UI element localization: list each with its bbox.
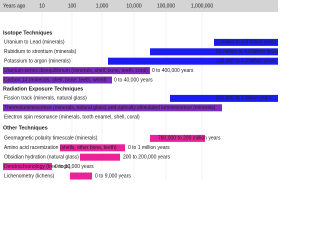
range-bar	[3, 67, 150, 75]
technique-label: Potassium to argon (minerals)	[4, 59, 71, 65]
axis-tick-label: 100	[68, 3, 77, 9]
technique-label: Thermoluminescence (minerals, natural gl…	[4, 105, 216, 111]
range-label: 0 to 40,000 years	[114, 77, 153, 83]
range-bar	[60, 144, 125, 152]
axis-tick-label: 100,000	[157, 3, 175, 9]
range-bar	[70, 172, 92, 180]
range-bar	[3, 104, 222, 112]
range-bar	[170, 94, 278, 102]
range-label: 0 to 400,000 years	[152, 68, 194, 74]
technique-label: Obsidian hydration (natural glass)	[4, 155, 79, 161]
range-bar	[80, 153, 120, 161]
range-bar	[3, 163, 52, 171]
range-label: 1 million to 4.5 billion years	[216, 40, 277, 46]
range-label: 60 million to 4.5 billion years	[216, 49, 278, 55]
range-label: 500,000 to 1 billion years	[216, 96, 272, 102]
technique-label: Dendrochronology (tree rings)	[4, 164, 71, 170]
range-label: 0 to 9,000 years	[95, 173, 131, 179]
technique-label: Fission track (minerals, natural glass)	[4, 96, 87, 102]
range-bar	[3, 76, 112, 84]
range-bar	[108, 57, 278, 65]
technique-label: Lichenometry (lichens)	[4, 173, 55, 179]
range-label: 100,000 to 4.5 billion years	[216, 59, 276, 65]
technique-label: Electron spin resonance (minerals, tooth…	[4, 115, 140, 121]
section-title: Isotope Techniques	[3, 30, 52, 36]
technique-label: Amino acid racemization (shells, other b…	[4, 145, 117, 151]
range-label: 780,000 to 200 million years	[158, 136, 221, 142]
range-bar	[150, 134, 205, 142]
technique-label: Uranium to Lead (minerals)	[4, 40, 65, 46]
section-title: Radiation Exposure Techniques	[3, 86, 83, 92]
technique-label: Uranium-series disequilibrium (minerals,…	[4, 68, 148, 74]
technique-label: Geomagnetic polarity timescale (minerals…	[4, 136, 98, 142]
axis-tick-label: 10,000	[126, 3, 142, 9]
timeline-chart: Years ago 10 100 1,000 10,000 100,000 1,000,0…	[0, 0, 278, 181]
axis-band	[0, 0, 278, 12]
axis-tick-label: 10	[39, 3, 45, 9]
technique-label: Rubidium to strontium (minerals)	[4, 49, 77, 55]
range-label: 0 to 10,000 years	[55, 164, 94, 170]
range-label: 200 to 200,000 years	[123, 155, 170, 161]
axis-title: Years ago	[3, 3, 26, 9]
axis-tick-label: 1,000	[96, 3, 109, 9]
section-title: Other Techniques	[3, 125, 48, 131]
axis-tick-label: 1,000,000	[191, 3, 213, 9]
technique-label: Carbon 14 (minerals, shell, bone, teeth,…	[4, 77, 107, 83]
range-label: 0 to 1 million years	[128, 145, 170, 151]
range-bar	[150, 48, 278, 56]
range-bar	[214, 38, 278, 46]
